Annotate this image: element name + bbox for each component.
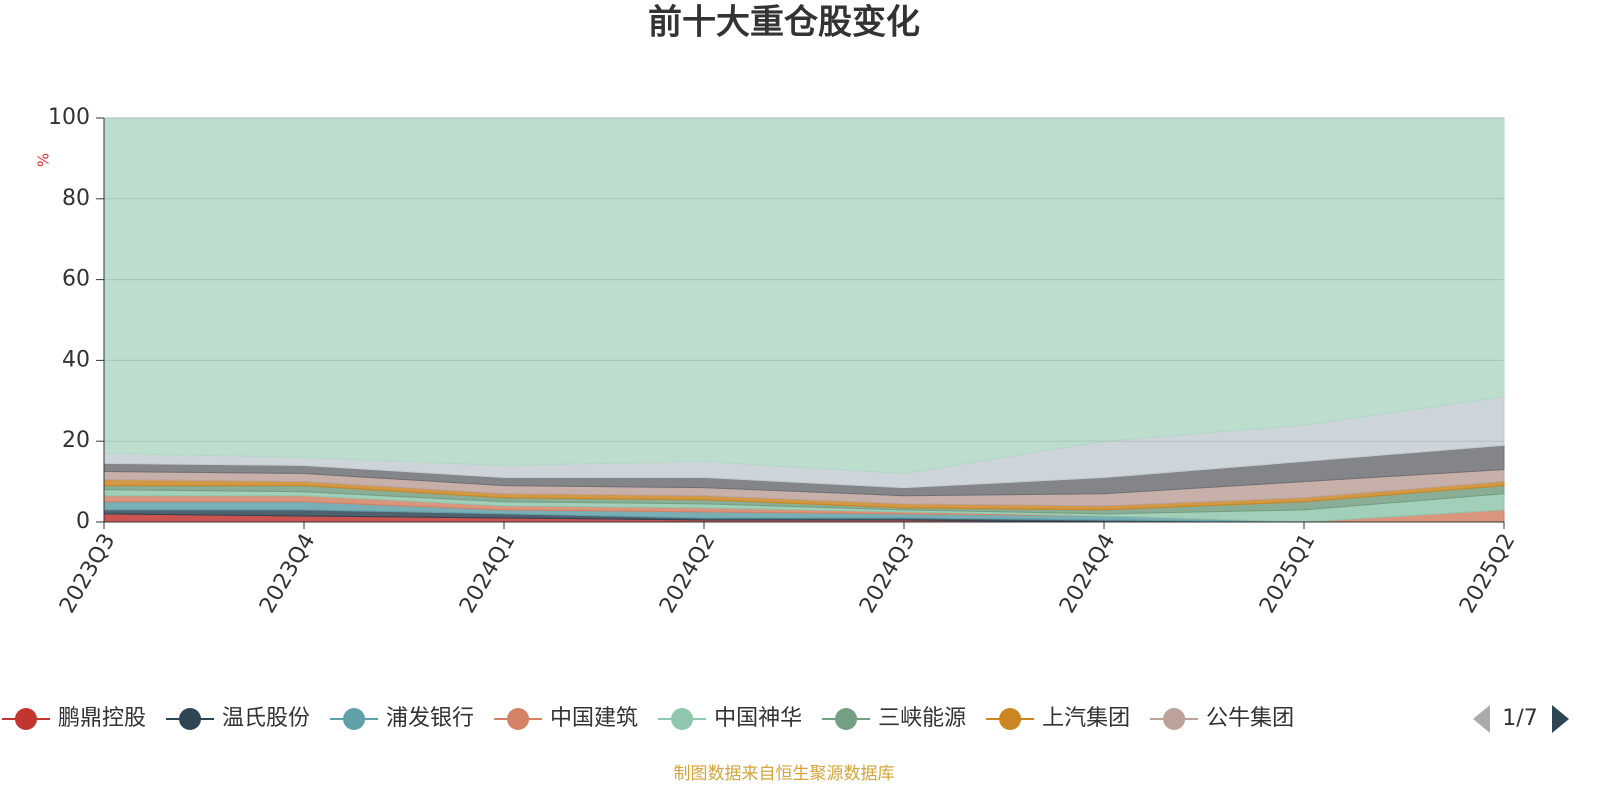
legend-label: 鹏鼎控股 [58,706,146,731]
plot-area [103,117,1505,523]
legend-page: 1/7 [1502,706,1537,731]
legend-item[interactable]: 温氏股份 [166,706,310,731]
legend-marker [1163,708,1186,730]
legend-next[interactable] [1552,705,1569,733]
y-tick-label: 100 [48,105,90,130]
legend-marker [15,708,37,730]
y-tick-label: 20 [62,428,90,453]
legend-label: 上汽集团 [1042,706,1130,731]
x-tick-label: 2023Q4 [255,530,320,618]
y-tick-label: 80 [62,186,90,211]
legend-prev[interactable] [1473,705,1490,733]
legend-label: 浦发银行 [386,706,474,731]
legend-label: 中国神华 [714,706,802,731]
legend-label: 公牛集团 [1206,706,1294,731]
x-tick-label: 2025Q1 [1255,530,1320,618]
legend-marker [835,708,858,730]
x-tick-label: 2024Q1 [455,530,520,618]
legend-label: 温氏股份 [222,706,310,731]
x-tick-label: 2024Q3 [855,530,920,618]
legend-item[interactable]: 中国建筑 [494,706,638,731]
legend-item[interactable]: 公牛集团 [1150,706,1294,731]
legend-label: 三峡能源 [878,706,966,731]
y-tick-label: 40 [62,347,90,372]
legend-item[interactable]: 中国神华 [658,706,802,731]
legend-marker [999,708,1022,730]
legend: 鹏鼎控股 温氏股份 浦发银行 中国建筑 中国神华 三峡能源 上汽集团 公牛集团 [2,706,1294,731]
area [103,117,1505,475]
legend-marker [671,708,694,730]
x-tick-label: 2024Q4 [1055,530,1120,618]
legend-label: 中国建筑 [550,706,638,731]
legend-item[interactable]: 三峡能源 [822,706,966,731]
y-tick-label: 0 [76,509,90,534]
legend-marker [343,708,366,730]
legend-item[interactable]: 上汽集团 [986,706,1130,731]
legend-item[interactable]: 浦发银行 [330,706,474,731]
y-tick-label: 60 [62,267,90,292]
x-tick-label: 2025Q2 [1455,530,1520,618]
legend-marker [507,708,530,730]
x-tick-label: 2023Q3 [55,530,120,618]
legend-marker [179,708,202,730]
x-tick-label: 2024Q2 [655,530,720,618]
legend-item[interactable]: 鹏鼎控股 [2,706,146,731]
source-note: 制图数据来自恒生聚源数据库 [674,764,895,784]
y-axis-label: % [35,153,53,167]
chart-title: 前十大重仓股变化 [648,3,920,43]
